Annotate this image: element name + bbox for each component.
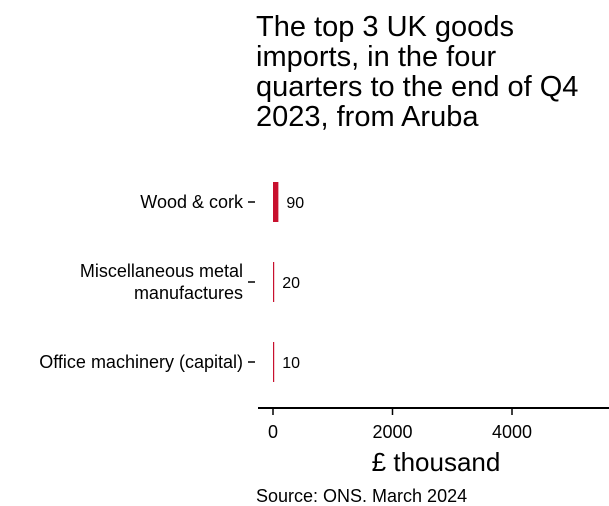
category-label-1: Wood & cork [140, 192, 244, 212]
x-axis-ticks: 0 2000 4000 [268, 408, 532, 442]
x-axis-title: £ thousand [372, 447, 501, 477]
y-axis-ticks [248, 201, 255, 363]
category-label-2: Miscellaneous metal manufactures [80, 261, 243, 303]
x-tick-label-1: 0 [268, 422, 278, 442]
bars [273, 182, 279, 382]
category-label-3: Office machinery (capital) [39, 352, 243, 372]
bar-value-label-3: 10 [282, 355, 300, 372]
value-labels: 90 20 10 [282, 195, 304, 372]
chart-title: The top 3 UK goods imports, in the four … [256, 11, 579, 133]
bar-value-label-1: 90 [286, 195, 304, 212]
x-tick-label-2: 2000 [372, 422, 412, 442]
source-note: Source: ONS. March 2024 [256, 486, 467, 506]
bar-1 [273, 182, 279, 222]
bar-3 [273, 342, 275, 382]
bar-2 [273, 262, 275, 302]
x-tick-label-3: 4000 [492, 422, 532, 442]
bar-value-label-2: 20 [282, 275, 300, 292]
category-labels: Wood & cork Miscellaneous metal manufactur… [39, 192, 244, 372]
